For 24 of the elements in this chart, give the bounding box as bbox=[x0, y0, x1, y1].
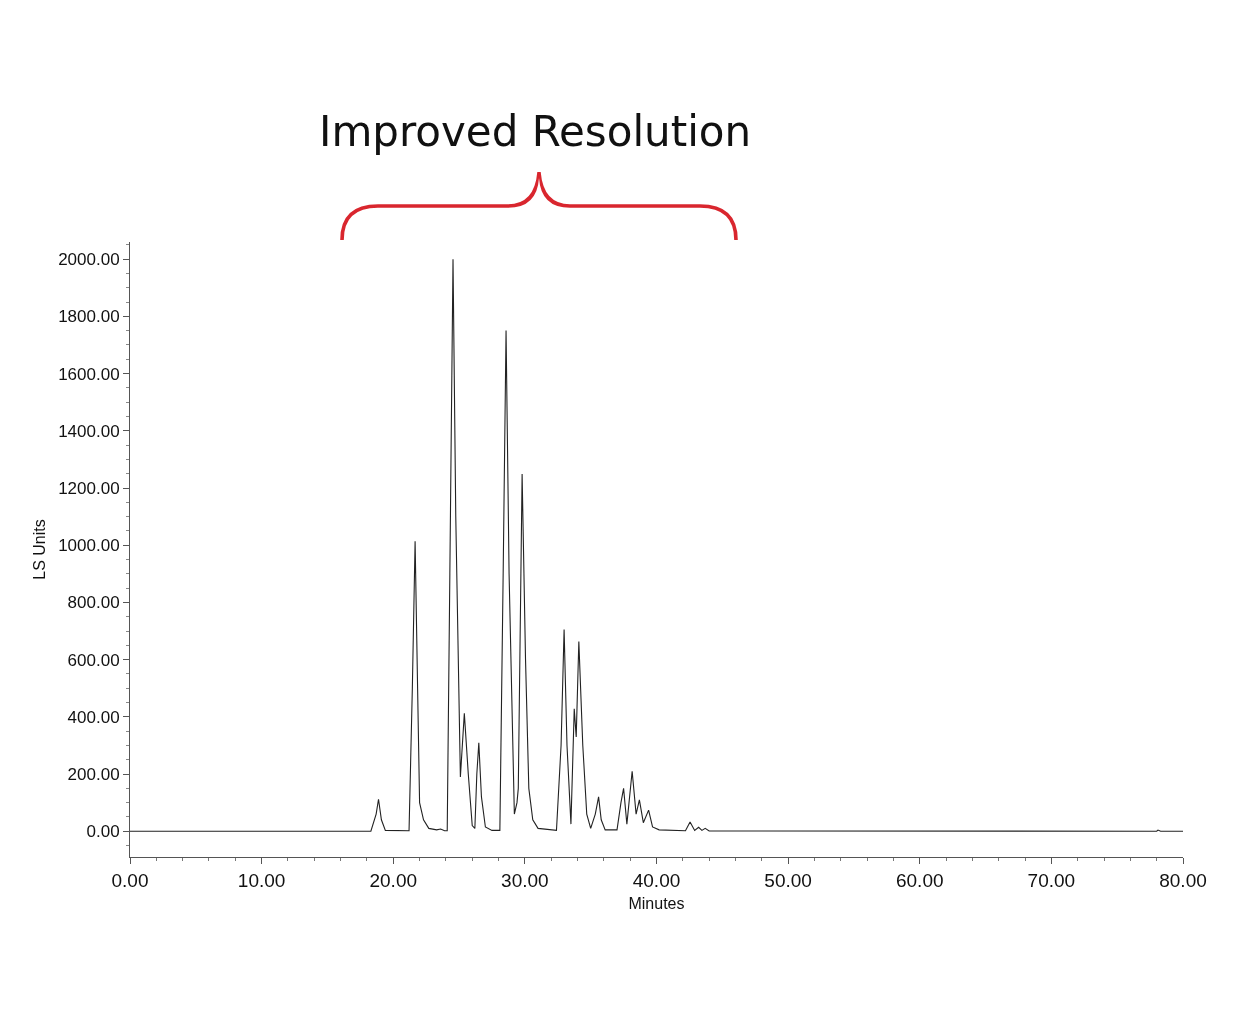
y-tick-label: 1200.00 bbox=[58, 478, 120, 498]
x-tick-label: 80.00 bbox=[1159, 869, 1207, 891]
text: Improved Resolution bbox=[319, 107, 752, 156]
x-tick-label: 30.00 bbox=[501, 869, 549, 891]
y-tick-label: 200.00 bbox=[67, 765, 120, 784]
y-axis-title: LS Units bbox=[31, 519, 49, 580]
x-axis-title: Minutes bbox=[628, 895, 685, 913]
y-tick-label: 0.00 bbox=[86, 822, 120, 842]
y-tick-label: 1400.00 bbox=[58, 421, 120, 441]
y-tick-label: 600.00 bbox=[67, 650, 120, 670]
x-tick-label: 10.00 bbox=[237, 869, 286, 891]
y-tick-label: 2000.00 bbox=[58, 250, 120, 270]
x-tick-label: 50.00 bbox=[764, 869, 812, 891]
y-tick-label: 1600.00 bbox=[58, 364, 120, 384]
y-tick-label: 1000.00 bbox=[58, 536, 120, 556]
y-tick-label: 400.00 bbox=[67, 707, 120, 727]
x-tick-label: 20.00 bbox=[369, 869, 418, 891]
x-tick-label: 60.00 bbox=[895, 869, 944, 891]
y-tick-label: 1800.00 bbox=[58, 307, 120, 327]
y-tick-label: 800.00 bbox=[67, 593, 120, 613]
line-series bbox=[130, 258, 1183, 832]
x-tick-label: 0.00 bbox=[111, 869, 149, 891]
x-tick-label: 40.00 bbox=[632, 869, 681, 891]
x-tick-label: 70.00 bbox=[1027, 869, 1076, 891]
